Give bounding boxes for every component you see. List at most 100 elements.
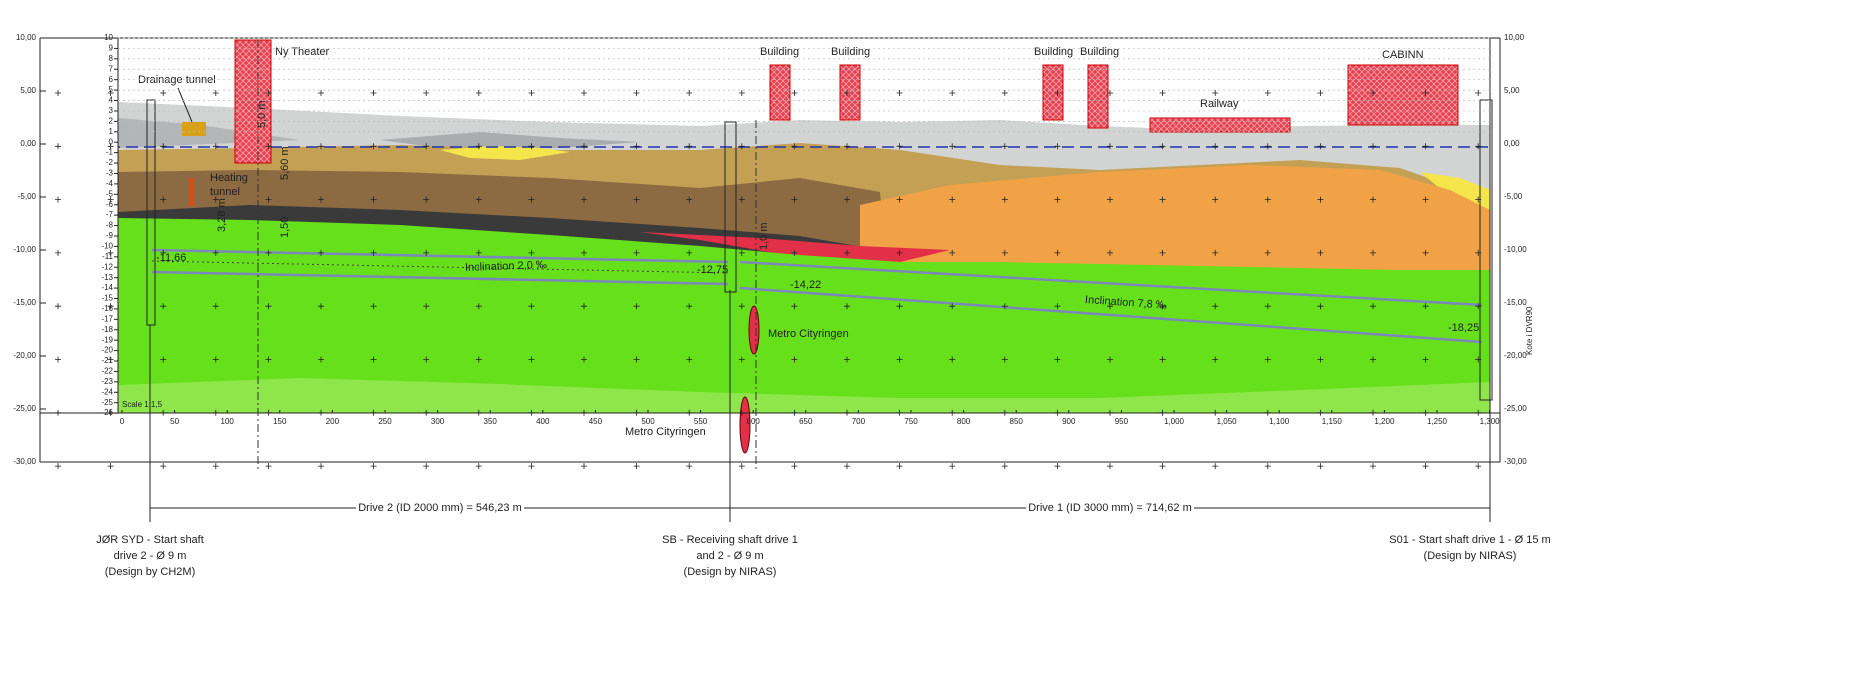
shaft-caption: (Design by CH2M)	[105, 566, 195, 578]
level-scale-label: 2	[109, 116, 114, 125]
grid-cross	[108, 463, 114, 469]
chainage-label: 750	[904, 417, 918, 426]
heating-tunnel	[189, 178, 193, 206]
dimension-label: 1,50	[279, 217, 291, 238]
chainage-label: 550	[694, 417, 708, 426]
grid-cross	[476, 463, 482, 469]
level-scale-label: -8	[106, 221, 114, 230]
chainage-label: 1,150	[1322, 417, 1343, 426]
grid-cross	[1212, 463, 1218, 469]
chainage-label: 700	[852, 417, 866, 426]
grid-cross	[55, 250, 61, 256]
grid-cross	[581, 463, 587, 469]
level-scale-label: -12	[101, 262, 113, 271]
level-scale-label: 8	[109, 54, 114, 63]
chainage-label: 300	[431, 417, 445, 426]
grid-cross	[791, 463, 797, 469]
grid-cross	[371, 463, 377, 469]
level-scale-label: -17	[101, 314, 113, 323]
level-label: -12,75	[697, 264, 728, 276]
elevation-label: -5,00	[1504, 192, 1523, 201]
dimension-label: 5,60 m	[279, 146, 291, 180]
level-scale-label: 4	[109, 96, 114, 105]
elevation-label: -10,00	[1504, 245, 1527, 254]
building-cabinn	[1348, 65, 1458, 125]
label: Kote i DVR90	[1525, 306, 1534, 355]
level-scale-label: 6	[109, 75, 114, 84]
elevation-label: -15,00	[1504, 298, 1527, 307]
grid-cross	[213, 463, 219, 469]
grid-cross	[1265, 463, 1271, 469]
chainage-label: 950	[1115, 417, 1129, 426]
shaft-caption: SB - Receiving shaft drive 1	[662, 534, 798, 546]
level-scale-label: 3	[109, 106, 114, 115]
grid-cross	[1054, 463, 1060, 469]
label: Scale 1:1,5	[122, 400, 163, 409]
elevation-label: -10,00	[13, 245, 36, 254]
label: Ny Theater	[275, 46, 330, 58]
shaft-caption: JØR SYD - Start shaft	[96, 534, 204, 546]
drive-label: Drive 1 (ID 3000 mm) = 714,62 m	[1028, 502, 1192, 514]
building	[1088, 65, 1108, 128]
level-scale-label: 0	[109, 137, 114, 146]
chainage-label: 1,050	[1217, 417, 1238, 426]
elevation-label: -30,00	[13, 457, 36, 466]
level-scale-label: -23	[101, 377, 113, 386]
label: tunnel	[210, 186, 240, 198]
level-scale-label: -6	[106, 200, 114, 209]
level-label: -11,66	[156, 252, 186, 264]
grid-cross	[634, 463, 640, 469]
shaft-caption: (Design by NIRAS)	[684, 566, 777, 578]
label: Building	[1080, 46, 1119, 58]
shaft-caption: S01 - Start shaft drive 1 - Ø 15 m	[1389, 534, 1550, 546]
grid-cross	[1475, 463, 1481, 469]
label: Heating	[210, 172, 248, 184]
grid-cross	[739, 463, 745, 469]
grid-cross	[55, 90, 61, 96]
elevation-label: -30,00	[1504, 457, 1527, 466]
level-scale-label: -21	[101, 356, 113, 365]
chainage-label: 450	[589, 417, 603, 426]
level-label: -18,25	[1448, 322, 1479, 334]
chainage-label: 100	[221, 417, 235, 426]
shaft-caption: drive 2 - Ø 9 m	[114, 550, 187, 562]
elevation-label: -5,00	[18, 192, 37, 201]
level-scale-label: 1	[109, 127, 114, 136]
level-scale-label: -14	[101, 283, 113, 292]
grid-cross	[686, 463, 692, 469]
grid-cross	[55, 463, 61, 469]
elevation-label: 0,00	[1504, 139, 1520, 148]
level-scale-label: -19	[101, 335, 113, 344]
chainage-label: 850	[1010, 417, 1024, 426]
shaft-caption: (Design by NIRAS)	[1424, 550, 1517, 562]
railway-block	[1150, 118, 1290, 132]
grid-cross	[1423, 463, 1429, 469]
grid-cross	[1160, 463, 1166, 469]
label: Building	[760, 46, 799, 58]
chainage-label: 1,100	[1269, 417, 1290, 426]
drive-label: Drive 2 (ID 2000 mm) = 546,23 m	[358, 502, 522, 514]
grid-cross	[844, 463, 850, 469]
level-scale-label: -9	[106, 231, 114, 240]
grid-cross	[1107, 463, 1113, 469]
level-scale-label: -24	[101, 387, 113, 396]
elevation-label: -25,00	[1504, 404, 1527, 413]
grid-cross	[318, 463, 324, 469]
grid-cross	[55, 303, 61, 309]
grid-cross	[423, 463, 429, 469]
level-scale-label: -25	[101, 398, 113, 407]
level-scale-label: -16	[101, 304, 113, 313]
building	[1043, 65, 1063, 120]
label: Building	[831, 46, 870, 58]
chainage-label: 1,250	[1427, 417, 1448, 426]
chainage-label: 650	[799, 417, 813, 426]
grid-cross	[55, 410, 61, 416]
level-label: -14,22	[790, 279, 821, 291]
grid-cross	[528, 463, 534, 469]
grid-cross	[1002, 463, 1008, 469]
grid-cross	[1370, 463, 1376, 469]
elevation-label: 10,00	[1504, 33, 1525, 42]
level-scale-label: -3	[106, 169, 114, 178]
building	[770, 65, 790, 120]
chainage-label: 400	[536, 417, 550, 426]
